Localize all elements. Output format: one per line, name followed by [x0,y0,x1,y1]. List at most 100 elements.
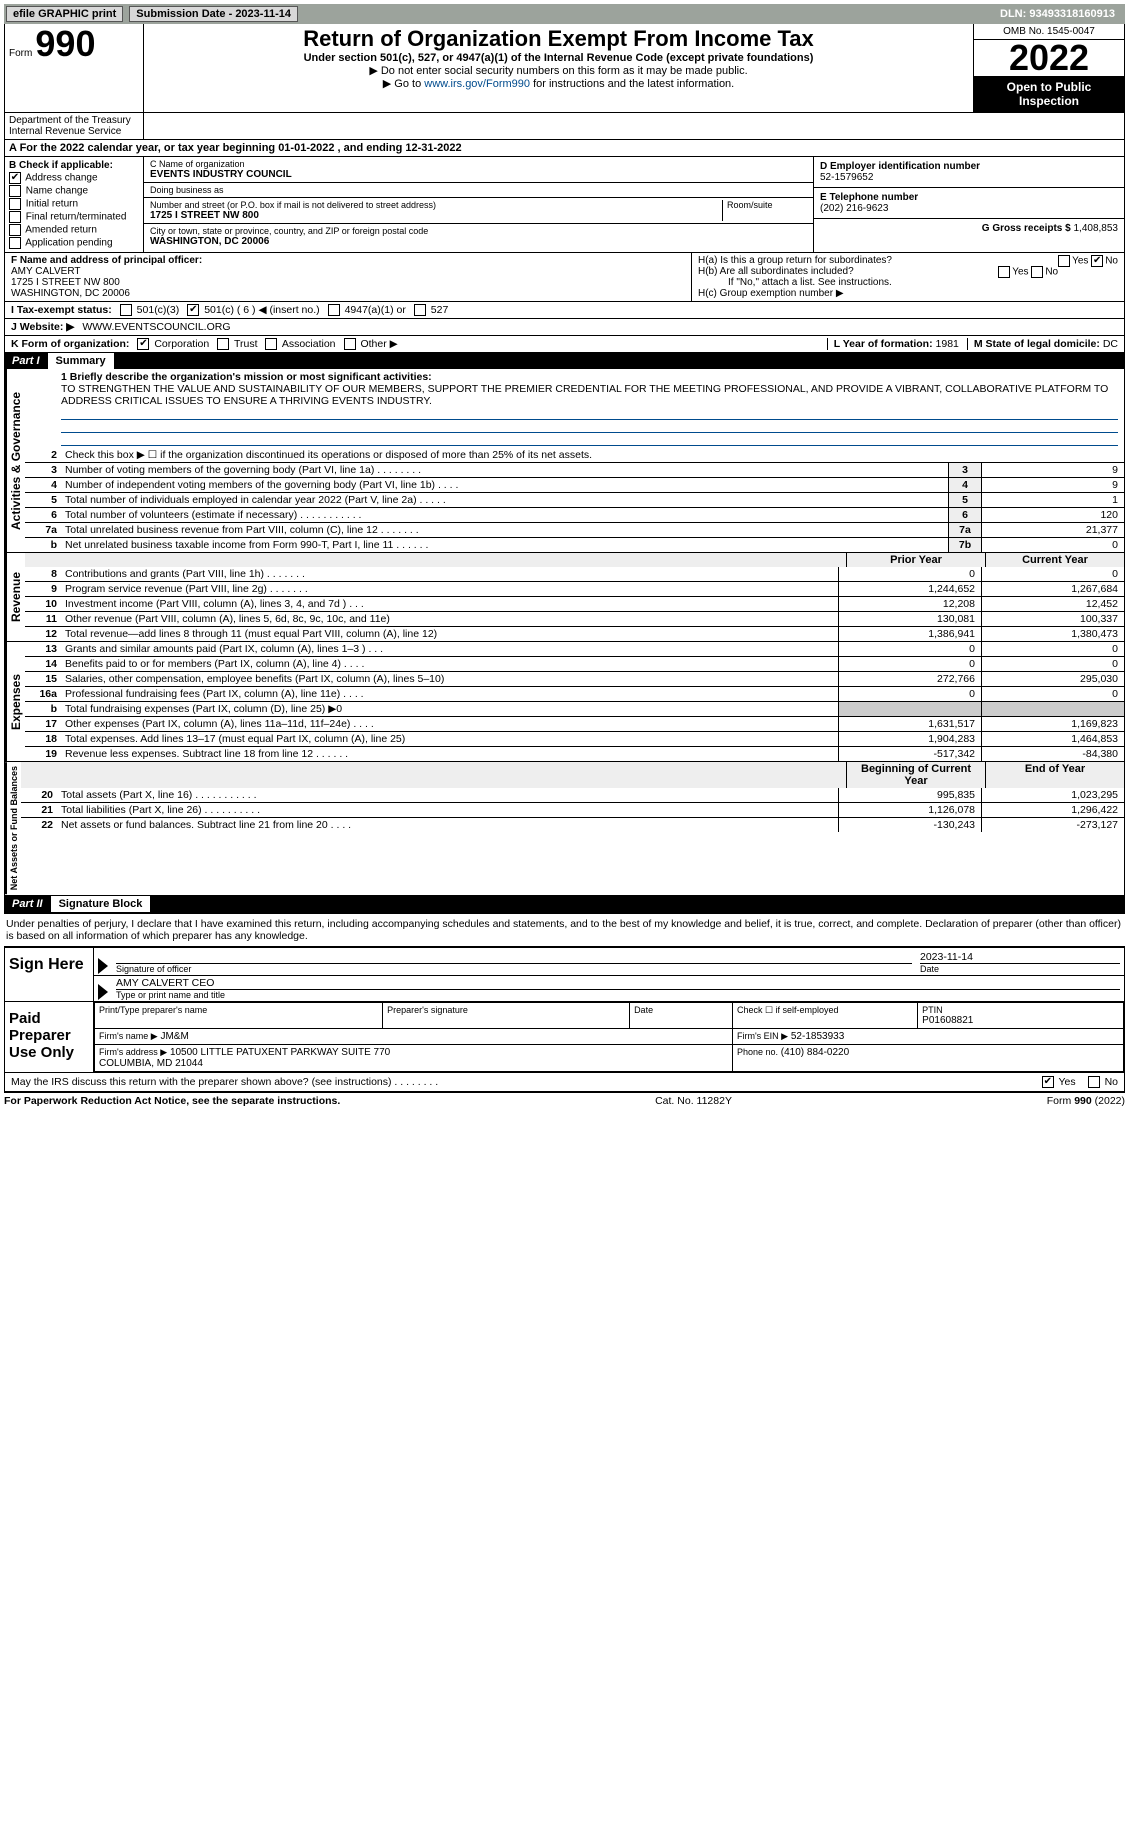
entity-section: B Check if applicable: Address change Na… [4,157,1125,253]
amount-line: 8 Contributions and grants (Part VIII, l… [25,567,1124,581]
discuss-yes-checkbox[interactable] [1042,1076,1054,1088]
subtitle-3: ▶ Go to www.irs.gov/Form990 for instruct… [148,77,969,90]
main-title: Return of Organization Exempt From Incom… [148,26,969,52]
amount-line: 15 Salaries, other compensation, employe… [25,671,1124,686]
submission-date: Submission Date - 2023-11-14 [129,6,298,22]
amount-line: 12 Total revenue—add lines 8 through 11 … [25,626,1124,641]
year-of-formation: 1981 [936,338,959,350]
4947-checkbox[interactable] [328,304,340,316]
governance-vlabel: Activities & Governance [5,369,25,552]
corp-checkbox[interactable] [137,338,149,350]
officer-name-title: AMY CALVERT CEO [116,977,1120,989]
revenue-vlabel: Revenue [5,553,25,641]
ein: 52-1579652 [820,172,1118,183]
part2-header: Part II Signature Block [4,896,1125,912]
amount-line: 16a Professional fundraising fees (Part … [25,686,1124,701]
net-assets-block: Net Assets or Fund Balances Beginning of… [4,762,1125,895]
discuss-no-checkbox[interactable] [1088,1076,1100,1088]
footer-left: For Paperwork Reduction Act Notice, see … [4,1095,340,1107]
expenses-vlabel: Expenses [5,642,25,761]
gov-line: 5 Total number of individuals employed i… [25,492,1124,507]
firm-name: JM&M [160,1031,188,1042]
gov-line: 4 Number of independent voting members o… [25,477,1124,492]
efile-label: efile GRAPHIC print [6,6,123,22]
sign-date: 2023-11-14 [920,951,1120,963]
tax-year: 2022 [974,40,1124,76]
hb-yes-checkbox[interactable] [998,266,1010,278]
amount-line: 19 Revenue less expenses. Subtract line … [25,746,1124,761]
city-state-zip: WASHINGTON, DC 20006 [150,236,807,247]
title-box: Return of Organization Exempt From Incom… [144,24,973,112]
footer-mid: Cat. No. 11282Y [655,1095,732,1107]
net-vlabel: Net Assets or Fund Balances [5,762,21,894]
revenue-block: Revenue Prior Year Current Year 8 Contri… [4,553,1125,642]
part1-header: Part I Summary [4,353,1125,369]
ha-no-checkbox[interactable] [1091,255,1103,267]
application-pending-checkbox[interactable] [9,237,21,249]
amount-line: 21 Total liabilities (Part X, line 26) .… [21,802,1124,817]
firm-phone: (410) 884-0220 [781,1047,849,1058]
amount-line: b Total fundraising expenses (Part IX, c… [25,701,1124,716]
ein-phone-column: D Employer identification number 52-1579… [813,157,1124,252]
arrow-icon [98,984,108,1000]
hb-no-checkbox[interactable] [1031,266,1043,278]
sign-here-label: Sign Here [5,948,94,1001]
expenses-block: Expenses 13 Grants and similar amounts p… [4,642,1125,762]
subtitle-2: ▶ Do not enter social security numbers o… [148,64,969,77]
amount-line: 22 Net assets or fund balances. Subtract… [21,817,1124,832]
governance-block: Activities & Governance 1 Briefly descri… [4,369,1125,553]
net-header-row: Beginning of Current Year End of Year [21,762,1124,788]
amended-return-checkbox[interactable] [9,224,21,236]
trust-checkbox[interactable] [217,338,229,350]
other-checkbox[interactable] [344,338,356,350]
mission-text: TO STRENGTHEN THE VALUE AND SUSTAINABILI… [61,383,1118,407]
ptin: P01608821 [922,1015,1119,1026]
paid-preparer-label: Paid Preparer Use Only [5,1002,94,1072]
form-of-org-row: K Form of organization: Corporation Trus… [4,336,1125,353]
ha-yes-checkbox[interactable] [1058,255,1070,267]
irs-link[interactable]: www.irs.gov/Form990 [424,78,530,90]
year-box: OMB No. 1545-0047 2022 Open to Public In… [973,24,1124,112]
discuss-row: May the IRS discuss this return with the… [4,1073,1125,1092]
amount-line: 17 Other expenses (Part IX, column (A), … [25,716,1124,731]
amount-line: 11 Other revenue (Part VIII, column (A),… [25,611,1124,626]
footer: For Paperwork Reduction Act Notice, see … [4,1092,1125,1109]
form-id-box: Form 990 [5,24,144,112]
revenue-header-row: Prior Year Current Year [25,553,1124,567]
paid-preparer-table: Print/Type preparer's name Preparer's si… [94,1002,1124,1072]
assoc-checkbox[interactable] [265,338,277,350]
gov-line: 7a Total unrelated business revenue from… [25,522,1124,537]
form-header: Form 990 Return of Organization Exempt F… [4,24,1125,113]
form-word: Form [9,48,32,59]
subtitle-1: Under section 501(c), 527, or 4947(a)(1)… [148,52,969,64]
amount-line: 9 Program service revenue (Part VIII, li… [25,581,1124,596]
501c3-checkbox[interactable] [120,304,132,316]
name-change-checkbox[interactable] [9,185,21,197]
firm-ein: 52-1853933 [791,1031,844,1042]
website-row: J Website: ▶ WWW.EVENTSCOUNCIL.ORG [4,319,1125,336]
gov-line: b Net unrelated business taxable income … [25,537,1124,552]
dept-label: Department of the Treasury Internal Reve… [5,113,144,139]
mission-section: 1 Briefly describe the organization's mi… [25,369,1124,448]
checkbox-column-b: B Check if applicable: Address change Na… [5,157,144,252]
principal-officer-row: F Name and address of principal officer:… [4,253,1125,302]
final-return-checkbox[interactable] [9,211,21,223]
form-number: 990 [35,23,95,64]
website-value: WWW.EVENTSCOUNCIL.ORG [82,321,230,333]
501c-checkbox[interactable] [187,304,199,316]
dln: DLN: 93493318160913 [1000,8,1123,20]
officer-name: AMY CALVERT [11,266,685,277]
name-address-column: C Name of organization EVENTS INDUSTRY C… [144,157,813,252]
527-checkbox[interactable] [414,304,426,316]
amount-line: 13 Grants and similar amounts paid (Part… [25,642,1124,656]
gross-receipts: 1,408,853 [1074,223,1119,234]
gov-line: 2 Check this box ▶ ☐ if the organization… [25,448,1124,462]
tax-period-line: A For the 2022 calendar year, or tax yea… [4,140,1125,157]
address-change-checkbox[interactable] [9,172,21,184]
initial-return-checkbox[interactable] [9,198,21,210]
state-domicile: DC [1103,338,1118,350]
org-name: EVENTS INDUSTRY COUNCIL [150,169,807,180]
footer-right: Form 990 (2022) [1047,1095,1125,1107]
sign-here-block: Sign Here Signature of officer 2023-11-1… [4,946,1125,1002]
street-address: 1725 I STREET NW 800 [150,210,722,221]
